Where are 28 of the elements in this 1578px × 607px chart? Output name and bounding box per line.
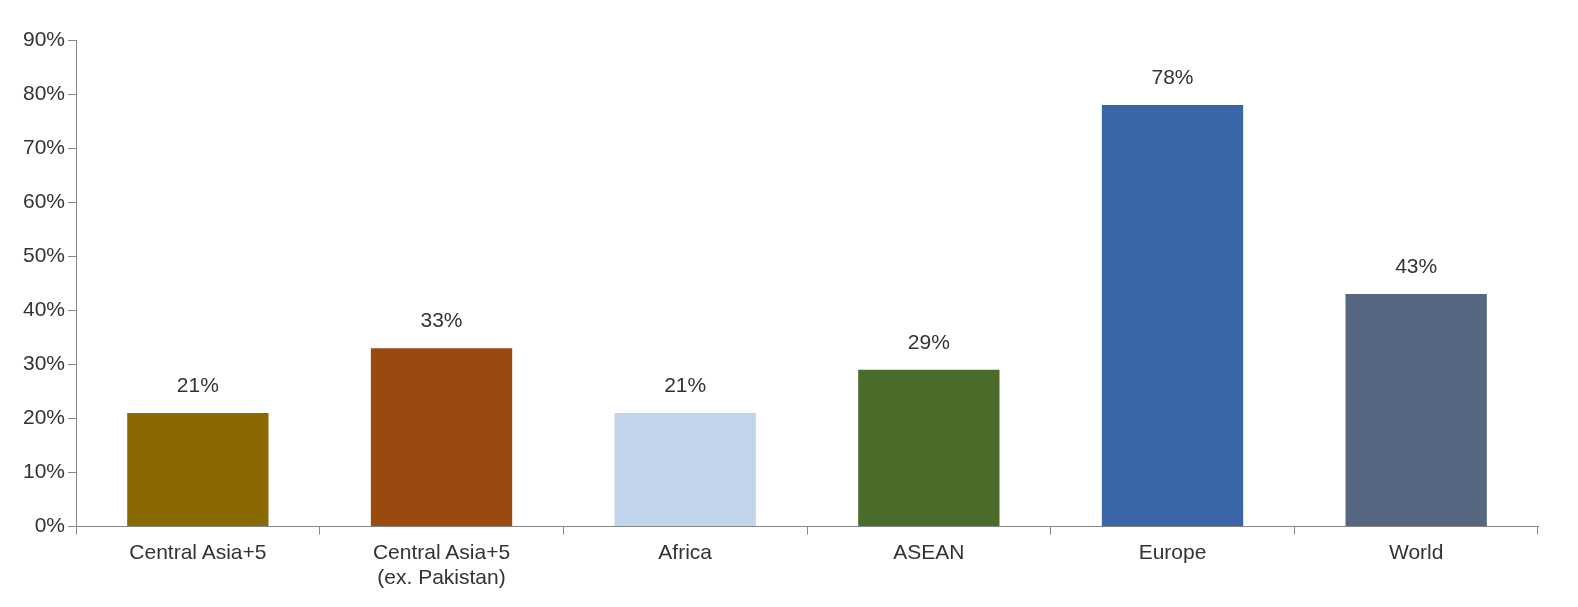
y-tick-label: 40%	[23, 297, 66, 321]
x-tick-label: World	[1388, 540, 1444, 563]
bar	[1101, 104, 1244, 527]
y-tick-label: 60%	[23, 189, 66, 212]
data-label: 43%	[1395, 254, 1438, 278]
x-tick-label: ASEAN	[893, 540, 965, 563]
y-tick-label: 90%	[23, 26, 66, 50]
bar	[614, 413, 756, 527]
y-tick-label: 10%	[23, 459, 66, 483]
y-tick-label: 30%	[23, 351, 66, 375]
y-tick-label: 0%	[34, 513, 66, 537]
data-label: 29%	[907, 330, 950, 354]
bar	[370, 348, 513, 527]
x-tick-label: Central Asia+5 (ex. Pakistan)	[372, 540, 511, 589]
x-tick-label: Europe	[1138, 540, 1207, 563]
bar	[127, 413, 269, 527]
y-tick-label: 70%	[23, 134, 66, 158]
y-tick-label: 50%	[23, 243, 66, 267]
y-tick-label: 20%	[23, 405, 66, 429]
x-tick-label: Central Asia+5	[129, 540, 267, 563]
y-tick-label: 80%	[23, 80, 66, 104]
bar	[1345, 294, 1487, 527]
x-tick-label: Africa	[658, 540, 713, 563]
data-label: 21%	[664, 373, 707, 397]
data-label: 21%	[176, 373, 219, 397]
data-label: 33%	[420, 308, 463, 332]
bar	[858, 369, 1000, 527]
data-label: 78%	[1151, 65, 1194, 89]
